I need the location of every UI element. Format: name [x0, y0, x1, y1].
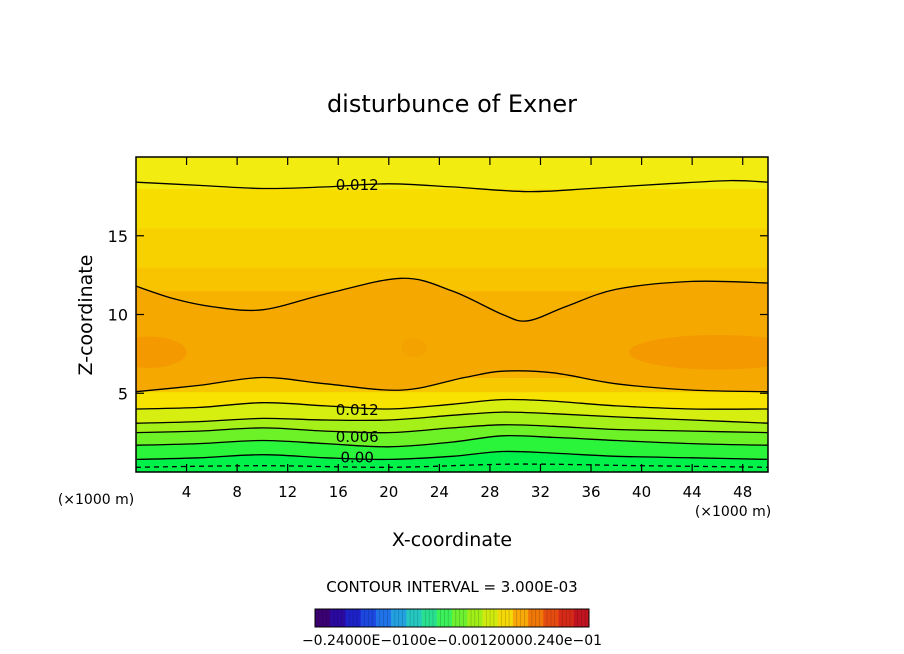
colorbar-segment [528, 609, 544, 627]
fill-band [136, 188, 768, 229]
x-tick-label: 20 [379, 483, 398, 501]
fill-core-region [401, 338, 427, 358]
colorbar [314, 608, 590, 628]
contour-line [136, 370, 768, 393]
colorbar-segment [467, 609, 483, 627]
x-axis-unit-left: (×1000 m) [58, 492, 134, 508]
contour-line [136, 463, 768, 468]
x-axis-unit-right: (×1000 m) [695, 504, 771, 520]
fill-band [136, 157, 768, 189]
colorbar-segment [421, 609, 438, 627]
x-tick-label: 40 [632, 483, 651, 501]
x-tick-label: 48 [733, 483, 752, 501]
x-tick-label: 4 [182, 483, 192, 501]
colorbar-segment [360, 609, 377, 627]
fill-core-region [628, 334, 768, 370]
colorbar-frame [314, 608, 590, 628]
fill-core-region [136, 336, 187, 369]
chart-title: disturbunce of Exner [327, 90, 577, 118]
x-axis-label: X-coordinate [392, 529, 512, 551]
colorbar-segment [452, 609, 468, 627]
colorbar-segment [558, 609, 575, 627]
y-tick-label: 15 [108, 227, 128, 246]
contour-line [136, 434, 768, 448]
fill-core [136, 278, 768, 392]
x-tick-label: 12 [278, 483, 297, 501]
colorbar-segment [543, 609, 559, 627]
y-axis-ticks: 5 10 15 [108, 227, 768, 403]
y-tick-label: 5 [118, 384, 128, 403]
colorbar-segment [330, 609, 346, 627]
contour-lines [136, 179, 768, 468]
x-tick-label: 24 [430, 483, 449, 501]
colorbar-segment [375, 609, 392, 627]
contour-label: 0.012 [336, 176, 379, 194]
contour-labels: 0.012 0.012 0.006 0.00 [336, 176, 379, 466]
contour-line [136, 277, 768, 322]
x-tick-label: 8 [232, 483, 242, 501]
x-tick-label: 16 [329, 483, 348, 501]
colorbar-segment [573, 609, 590, 627]
colorbar-segment [512, 609, 529, 627]
contour-label: 0.00 [340, 448, 373, 466]
colorbar-segment [497, 609, 514, 627]
y-tick-label: 10 [108, 306, 128, 325]
contour-label: 0.012 [336, 401, 379, 419]
x-tick-label: 36 [581, 483, 600, 501]
colorbar-segment [406, 609, 422, 627]
fill-band [136, 227, 768, 268]
contour-line [136, 411, 768, 424]
y-axis-label: Z-coordinate [75, 255, 97, 376]
contour-line [136, 424, 768, 434]
colorbar-segment [391, 609, 407, 627]
colorbar-segment [315, 609, 331, 627]
contour-line [136, 450, 768, 461]
colorbar-segment [436, 609, 453, 627]
contour-line [136, 179, 768, 193]
contour-interval-text: CONTOUR INTERVAL = 3.000E-03 [326, 578, 577, 596]
contour-label: 0.006 [336, 428, 379, 446]
colorbar-labels: −0.24000E−0100e−0.00120000.240e−01 [302, 633, 602, 649]
x-tick-label: 32 [531, 483, 550, 501]
colorbar-segment [345, 609, 361, 627]
x-axis-ticks: 4 8 12 16 20 24 28 32 36 40 44 48 [182, 157, 752, 501]
contour-fill [136, 157, 768, 472]
x-tick-label: 28 [480, 483, 499, 501]
contour-line [136, 398, 768, 410]
x-tick-label: 44 [683, 483, 702, 501]
colorbar-segment [482, 609, 498, 627]
